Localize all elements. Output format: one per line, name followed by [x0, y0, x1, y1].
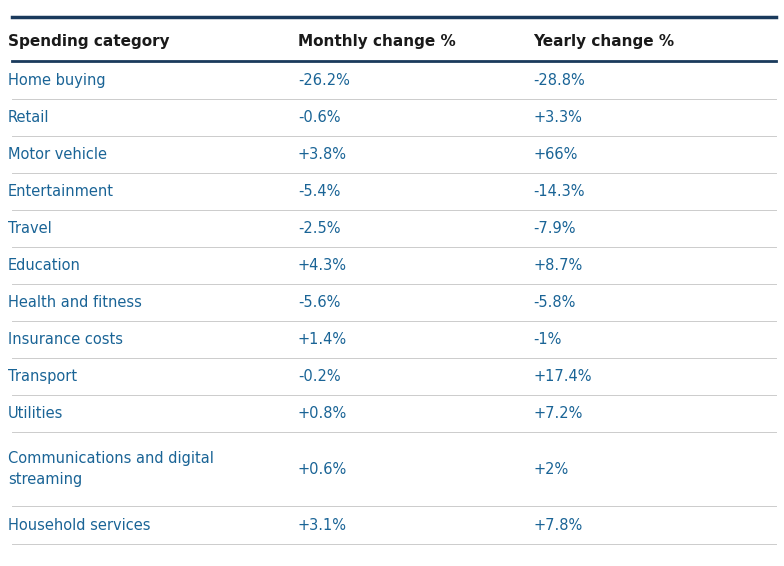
Text: +17.4%: +17.4%	[533, 369, 592, 384]
Text: -5.8%: -5.8%	[533, 295, 575, 310]
Text: Education: Education	[8, 258, 81, 273]
Text: +3.8%: +3.8%	[298, 147, 347, 162]
Text: -0.2%: -0.2%	[298, 369, 340, 384]
Text: -5.6%: -5.6%	[298, 295, 340, 310]
Text: +8.7%: +8.7%	[533, 258, 583, 273]
Text: +4.3%: +4.3%	[298, 258, 347, 273]
Text: +0.6%: +0.6%	[298, 462, 347, 477]
Text: Transport: Transport	[8, 369, 77, 384]
Text: -2.5%: -2.5%	[298, 221, 340, 236]
Text: Motor vehicle: Motor vehicle	[8, 147, 107, 162]
Text: -5.4%: -5.4%	[298, 184, 340, 199]
Text: +2%: +2%	[533, 462, 568, 477]
Text: +1.4%: +1.4%	[298, 332, 347, 347]
Text: Spending category: Spending category	[8, 34, 169, 49]
Text: -0.6%: -0.6%	[298, 110, 340, 125]
Text: +7.8%: +7.8%	[533, 517, 583, 533]
Text: -1%: -1%	[533, 332, 561, 347]
Text: -28.8%: -28.8%	[533, 72, 585, 88]
Text: Retail: Retail	[8, 110, 49, 125]
Text: Household services: Household services	[8, 517, 151, 533]
Text: Home buying: Home buying	[8, 72, 106, 88]
Text: -26.2%: -26.2%	[298, 72, 350, 88]
Text: +3.1%: +3.1%	[298, 517, 347, 533]
Text: -7.9%: -7.9%	[533, 221, 575, 236]
Text: +66%: +66%	[533, 147, 578, 162]
Text: Health and fitness: Health and fitness	[8, 295, 142, 310]
Text: Monthly change %: Monthly change %	[298, 34, 456, 49]
Text: Entertainment: Entertainment	[8, 184, 114, 199]
Text: Insurance costs: Insurance costs	[8, 332, 123, 347]
Text: -14.3%: -14.3%	[533, 184, 585, 199]
Text: +7.2%: +7.2%	[533, 406, 583, 421]
Text: Travel: Travel	[8, 221, 52, 236]
Text: Communications and digital
streaming: Communications and digital streaming	[8, 452, 214, 487]
Text: Yearly change %: Yearly change %	[533, 34, 674, 49]
Text: Utilities: Utilities	[8, 406, 64, 421]
Text: +0.8%: +0.8%	[298, 406, 347, 421]
Text: +3.3%: +3.3%	[533, 110, 582, 125]
